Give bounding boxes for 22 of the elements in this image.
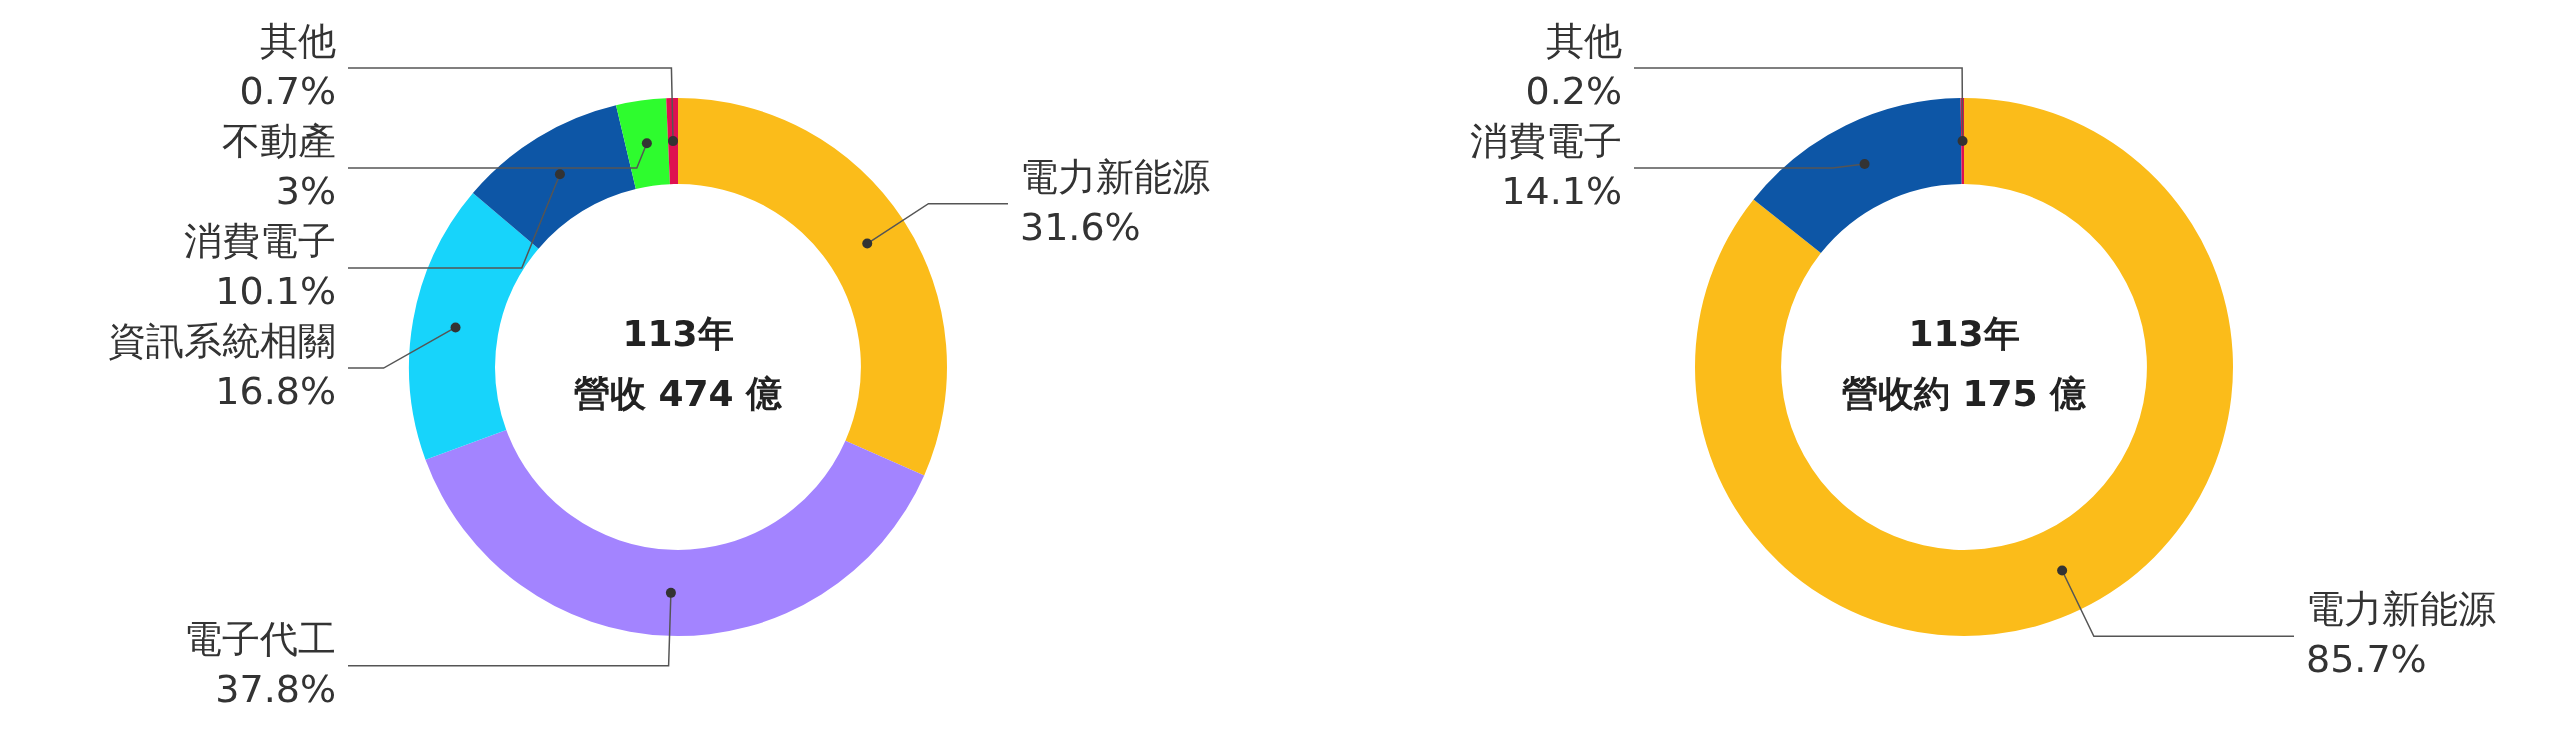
data-label: 14.1% <box>1501 168 1622 213</box>
slice-label: 資訊系統相關 <box>108 318 336 363</box>
data-label: 0.7% <box>239 68 336 113</box>
slice-label: 消費電子 <box>1470 118 1622 163</box>
slice-label: 電力新能源 <box>1020 154 1210 199</box>
text: 營收 474 億 <box>573 373 784 415</box>
slice-label: 其他 <box>1546 18 1622 63</box>
slice-label: 不動產 <box>222 118 336 163</box>
data-label: 37.8% <box>215 666 336 711</box>
slice-label: 電子代工 <box>184 616 336 661</box>
data-label: 16.8% <box>215 368 336 413</box>
data-label: 0.2% <box>1525 68 1622 113</box>
text: 113年 <box>622 313 734 355</box>
data-label: 31.6% <box>1020 204 1141 249</box>
slice-label: 電力新能源 <box>2306 587 2496 632</box>
data-label: 85.7% <box>2306 637 2427 682</box>
slice-label: 其他 <box>260 18 336 63</box>
text: 營收約 175 億 <box>1841 373 2088 415</box>
data-label: 10.1% <box>215 268 336 313</box>
slice-label: 消費電子 <box>184 218 336 263</box>
data-label: 3% <box>275 168 336 213</box>
text: 113年 <box>1908 313 2020 355</box>
